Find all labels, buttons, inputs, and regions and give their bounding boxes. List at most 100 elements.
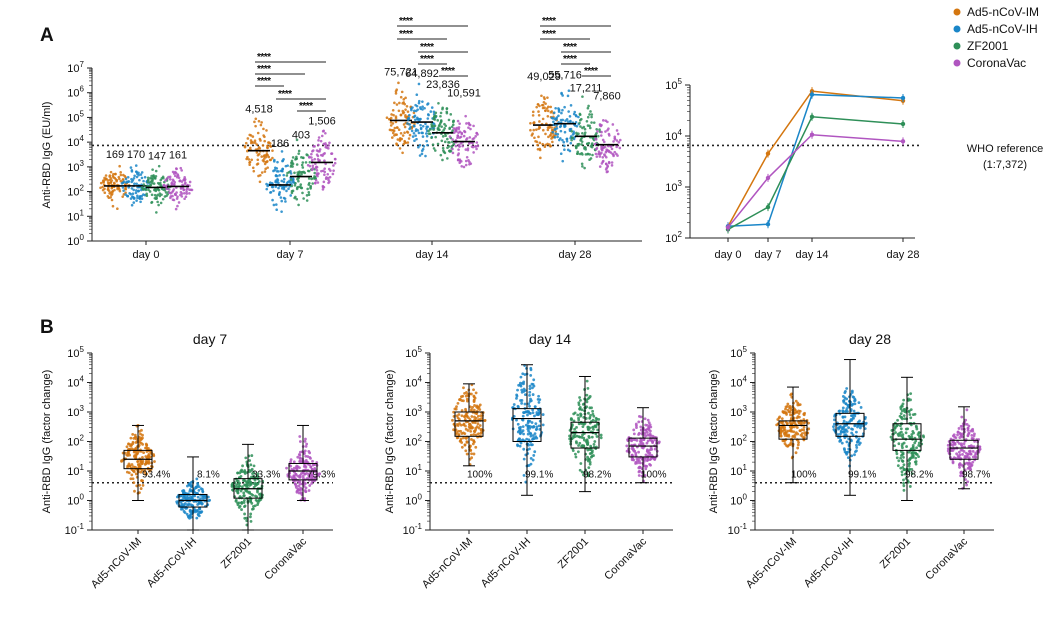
significance-stars: **** (257, 64, 271, 75)
data-point (577, 132, 580, 135)
data-point (565, 118, 569, 121)
data-point (118, 177, 121, 181)
data-point (298, 482, 302, 486)
y-axis-label: Anti-RBD IgG (factor change) (41, 370, 53, 514)
data-point (446, 146, 449, 150)
median-label: 23,836 (426, 79, 460, 91)
data-point (114, 172, 117, 176)
data-point (590, 121, 593, 124)
data-point (559, 129, 563, 133)
data-point (432, 147, 436, 150)
data-point (792, 430, 796, 434)
data-point (421, 147, 425, 151)
data-point (577, 144, 580, 147)
data-point (133, 454, 137, 457)
data-point (322, 185, 326, 189)
data-point (950, 449, 953, 453)
data-point (424, 154, 427, 158)
data-point (519, 431, 522, 435)
tick-base: 10 (405, 378, 417, 390)
y-tick-label: 10-1 (65, 522, 85, 537)
data-point (257, 119, 261, 123)
data-point (601, 156, 605, 159)
data-point (179, 166, 183, 170)
data-point (425, 125, 429, 129)
data-point (599, 134, 603, 137)
data-point (613, 137, 617, 141)
data-point (474, 391, 478, 395)
data-point (195, 510, 199, 513)
tick-exponent: 7 (80, 60, 85, 69)
data-point (207, 499, 211, 503)
y-tick-label: 100 (730, 493, 747, 508)
data-point (567, 89, 571, 93)
data-point (174, 171, 178, 175)
data-point (297, 152, 300, 155)
data-point (132, 201, 136, 204)
data-point (415, 104, 419, 108)
data-point (551, 130, 554, 134)
data-point (399, 131, 403, 135)
data-point (422, 144, 426, 148)
data-point (786, 408, 790, 412)
data-point (963, 468, 967, 472)
data-point (532, 128, 536, 132)
data-point (895, 452, 899, 456)
data-point (460, 131, 464, 135)
data-point (531, 114, 535, 117)
data-point (522, 390, 526, 393)
data-point (604, 130, 607, 133)
data-point (256, 472, 260, 476)
data-point (109, 196, 112, 199)
data-point (959, 432, 962, 436)
data-point (464, 424, 467, 428)
data-point (519, 375, 523, 379)
data-point (394, 115, 398, 118)
data-point (842, 447, 846, 451)
data-point (157, 203, 160, 207)
data-point (294, 472, 298, 476)
data-point (472, 452, 476, 456)
data-point (541, 128, 545, 132)
data-point (156, 200, 159, 204)
data-point (254, 498, 258, 502)
data-point (130, 463, 134, 466)
data-point (424, 132, 428, 135)
y-tick-label: 101 (730, 463, 747, 478)
data-point (966, 427, 970, 430)
data-point (583, 133, 587, 136)
data-point (843, 396, 847, 400)
data-point (286, 171, 289, 175)
data-point (183, 197, 186, 201)
data-point (285, 189, 288, 193)
data-point (139, 438, 143, 442)
data-point (632, 432, 636, 436)
data-point (188, 180, 192, 184)
data-point (537, 135, 540, 139)
data-point (308, 155, 311, 159)
data-point (165, 177, 169, 181)
data-point (966, 434, 970, 438)
data-point (301, 166, 305, 169)
data-point (634, 453, 638, 457)
data-point (951, 461, 955, 465)
data-point (535, 413, 539, 416)
data-point (141, 483, 145, 487)
data-point (299, 486, 302, 490)
data-point (183, 502, 187, 505)
data-point (911, 444, 915, 447)
data-point (141, 455, 144, 459)
tick-base: 10 (67, 348, 79, 360)
data-point (113, 176, 117, 180)
data-point (138, 429, 141, 433)
data-point (189, 503, 193, 507)
data-point (280, 199, 284, 203)
x-category-label: CoronaVac (923, 535, 970, 582)
data-point (476, 414, 480, 418)
data-point (589, 448, 593, 452)
data-point (842, 419, 846, 423)
box (628, 437, 658, 458)
data-point (175, 197, 179, 200)
data-point (436, 142, 440, 146)
percent-label: 79.3% (307, 470, 335, 481)
